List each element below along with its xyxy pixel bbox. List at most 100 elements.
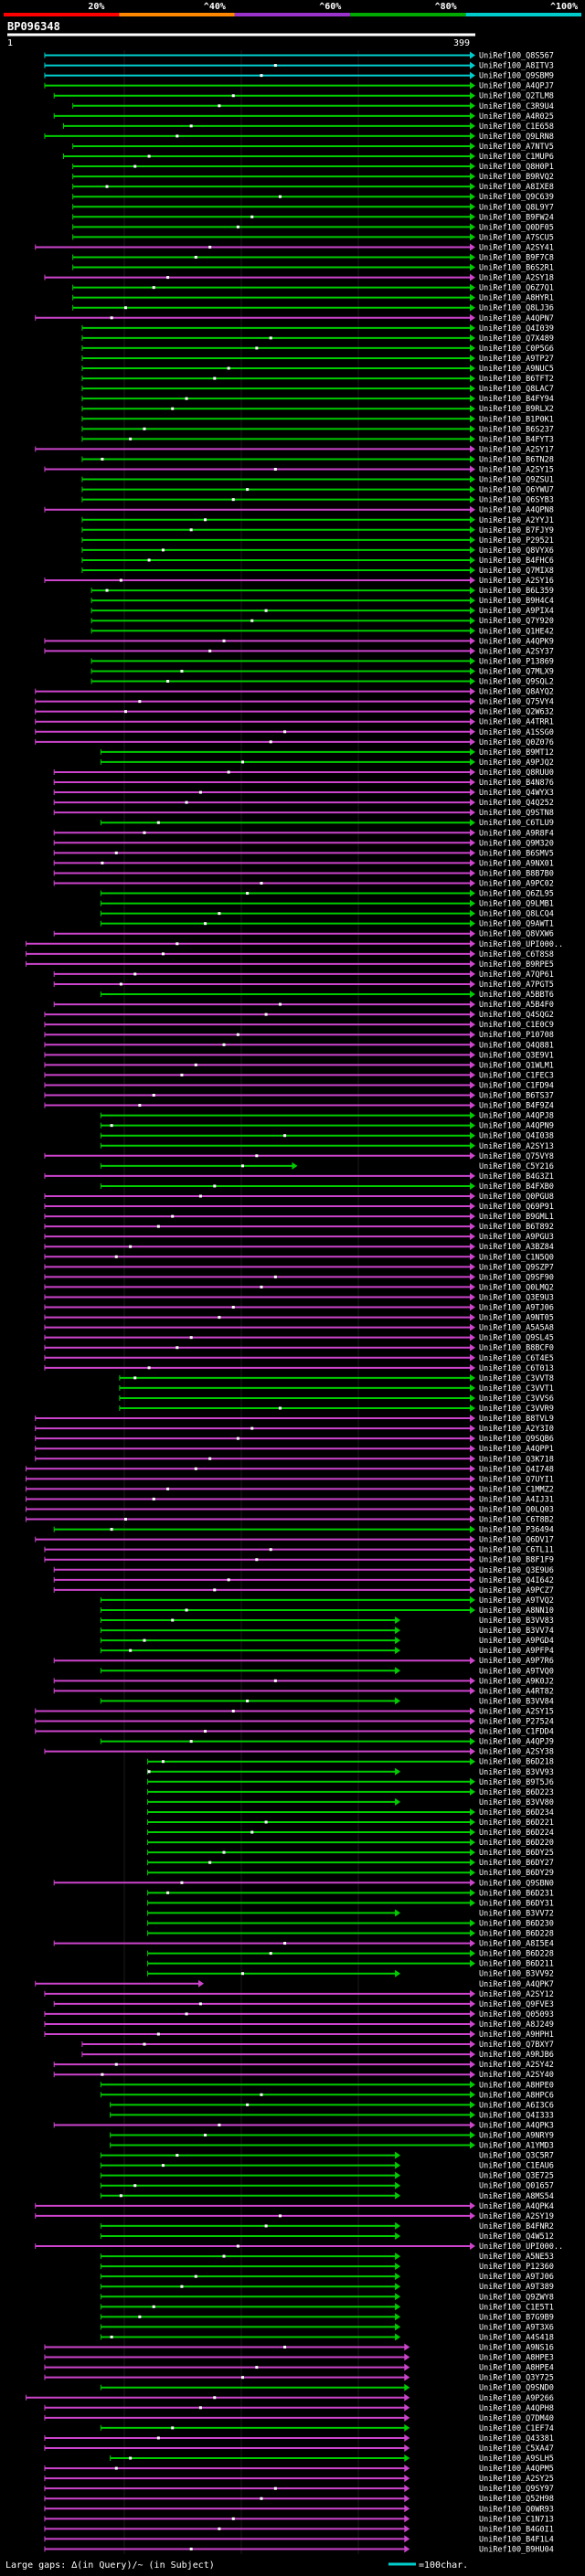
hit-row[interactable]: UniRef100_B3VV80 [147,1797,554,1807]
hit-label[interactable]: UniRef100_A4QPP1 [479,1445,554,1454]
hit-row[interactable]: UniRef100_B4G3Z1 [44,1171,554,1182]
hit-label[interactable]: UniRef100_A9PGU3 [479,1233,554,1242]
hit-row[interactable]: UniRef100_C1EF74 [100,2423,554,2433]
hit-label[interactable]: UniRef100_A5A5A8 [479,1324,554,1333]
hit-label[interactable]: UniRef100_A9P7R6 [479,1657,554,1666]
hit-row[interactable]: UniRef100_A4QPK7 [35,1979,554,1989]
hit-label[interactable]: UniRef100_Q8L9Y7 [479,203,554,212]
hit-row[interactable]: UniRef100_Q9SZP7 [44,1263,554,1272]
hit-row[interactable]: UniRef100_Q2TLM8 [53,91,554,101]
hit-label[interactable]: UniRef100_Q3E9U6 [479,1566,554,1575]
hit-label[interactable]: UniRef100_P36494 [479,1526,554,1535]
hit-row[interactable]: UniRef100_A5B4F0 [53,1001,554,1010]
hit-label[interactable]: UniRef100_Q8S567 [479,52,554,61]
hit-label[interactable]: UniRef100_B6DY27 [479,1859,554,1868]
hit-label[interactable]: UniRef100_Q4SQG2 [479,1011,554,1020]
hit-row[interactable]: UniRef100_A9PIX4 [90,607,554,616]
hit-label[interactable]: UniRef100_Q9AWT1 [479,920,554,929]
hit-label[interactable]: UniRef100_A2SY25 [479,2475,554,2484]
hit-row[interactable]: UniRef100_A7NTV5 [72,142,554,152]
hit-label[interactable]: UniRef100_A8ITV3 [479,62,554,71]
hit-row[interactable]: UniRef100_A9TVQ0 [100,1667,554,1676]
hit-row[interactable]: UniRef100_A7QP61 [53,970,554,980]
hit-label[interactable]: UniRef100_Q0LQ03 [479,1505,554,1514]
hit-label[interactable]: UniRef100_A2SY42 [479,2061,554,2070]
hit-label[interactable]: UniRef100_Q8RUU0 [479,769,554,778]
hit-row[interactable]: UniRef100_B9GML1 [44,1213,554,1222]
hit-row[interactable]: UniRef100_P29521 [81,535,554,546]
hit-row[interactable]: UniRef100_C1N713 [44,2515,554,2524]
hit-row[interactable]: UniRef100_A5A5A8 [44,1323,554,1333]
hit-row[interactable]: UniRef100_A8ITV3 [44,61,554,71]
hit-label[interactable]: UniRef100_A9PFP4 [479,1647,554,1656]
hit-label[interactable]: UniRef100_Q4I039 [479,324,554,334]
hit-row[interactable]: UniRef100_C6T8B2 [25,1515,554,1525]
hit-row[interactable]: UniRef100_Q8S567 [44,51,554,61]
hit-label[interactable]: UniRef100_B6D221 [479,1818,554,1828]
hit-label[interactable]: UniRef100_C6T8S8 [479,950,554,959]
hit-label[interactable]: UniRef100_Q9SY97 [479,2485,554,2494]
hit-label[interactable]: UniRef100_Q9SBM9 [479,72,554,81]
hit-label[interactable]: UniRef100_C1FD94 [479,1081,554,1090]
hit-label[interactable]: UniRef100_C5Y216 [479,1162,554,1171]
hit-label[interactable]: UniRef100_Q8LCQ4 [479,910,554,919]
hit-label[interactable]: UniRef100_B9HU04 [479,2545,554,2554]
hit-label[interactable]: UniRef100_B6T892 [479,1223,554,1232]
hit-row[interactable]: UniRef100_B4FYT3 [81,435,554,444]
hit-row[interactable]: UniRef100_A2SY16 [44,577,554,586]
hit-label[interactable]: UniRef100_B6D223 [479,1788,554,1797]
hit-row[interactable]: UniRef100_Q8VXW6 [53,929,554,939]
hit-row[interactable]: UniRef100_A9R8F4 [53,829,554,838]
hit-label[interactable]: UniRef100_Q6YWU7 [479,486,554,495]
hit-row[interactable]: UniRef100_A9NRY9 [110,2131,554,2140]
hit-row[interactable]: UniRef100_Q0LQ03 [25,1505,554,1514]
hit-label[interactable]: UniRef100_C1FEC3 [479,1071,554,1080]
hit-label[interactable]: UniRef100_Q7DM40 [479,2414,554,2423]
hit-row[interactable]: UniRef100_B6D230 [147,1919,554,1928]
hit-label[interactable]: UniRef100_A4QPH8 [479,2404,554,2413]
hit-label[interactable]: UniRef100_B3VV84 [479,1697,554,1706]
hit-label[interactable]: UniRef100_Q7X489 [479,334,554,344]
hit-label[interactable]: UniRef100_Q9SZP7 [479,1263,554,1272]
hit-row[interactable]: UniRef100_Q7DM40 [44,2413,554,2423]
hit-row[interactable]: UniRef100_B9T5J6 [147,1777,554,1787]
hit-row[interactable]: UniRef100_A9PGU3 [44,1233,554,1242]
hit-label[interactable]: UniRef100_C6T013 [479,1364,554,1373]
hit-label[interactable]: UniRef100_A2SY17 [479,445,554,454]
hit-label[interactable]: UniRef100_B6DY29 [479,1869,554,1878]
hit-label[interactable]: UniRef100_C1E5T1 [479,2303,554,2312]
hit-label[interactable]: UniRef100_A4QPK9 [479,637,554,646]
hit-row[interactable]: UniRef100_A9PFP4 [100,1647,554,1656]
hit-label[interactable]: UniRef100_A5BBT6 [479,991,554,1000]
hit-row[interactable]: UniRef100_Q3E9U6 [53,1565,554,1575]
hit-row[interactable]: UniRef100_C3VVR9 [119,1405,554,1414]
hit-label[interactable]: UniRef100_A8HPE3 [479,2354,554,2363]
hit-row[interactable]: UniRef100_B3VV83 [100,1617,554,1626]
hit-row[interactable]: UniRef100_Q0WR93 [44,2505,554,2514]
hit-row[interactable]: UniRef100_C1MUP6 [62,153,554,162]
hit-row[interactable]: UniRef100_Q8AYQ2 [35,687,554,697]
hit-row[interactable]: UniRef100_B6DY27 [147,1859,554,1868]
hit-label[interactable]: UniRef100_A9TJ06 [479,2273,554,2282]
hit-row[interactable]: UniRef100_Q4I038 [100,1131,554,1141]
hit-label[interactable]: UniRef100_B6D228 [479,1950,554,1959]
hit-row[interactable]: UniRef100_UPI000.. [25,939,563,949]
hit-label[interactable]: UniRef100_Q0PGU8 [479,1193,554,1202]
hit-row[interactable]: UniRef100_A9PCZ7 [53,1585,554,1595]
hit-label[interactable]: UniRef100_C6TLU9 [479,819,554,828]
hit-label[interactable]: UniRef100_A8J249 [479,2020,554,2030]
hit-label[interactable]: UniRef100_Q6ZL95 [479,890,554,899]
hit-label[interactable]: UniRef100_C1MMZ2 [479,1485,554,1494]
hit-row[interactable]: UniRef100_A9HPH1 [44,2030,554,2040]
hit-label[interactable]: UniRef100_P10708 [479,1031,554,1040]
hit-row[interactable]: UniRef100_B6D228 [147,1929,554,1939]
hit-row[interactable]: UniRef100_A8MS54 [100,2191,554,2201]
hit-row[interactable]: UniRef100_C1N5Q0 [44,1253,554,1262]
hit-label[interactable]: UniRef100_Q4I748 [479,1465,554,1474]
hit-label[interactable]: UniRef100_B6TS37 [479,1092,554,1101]
hit-label[interactable]: UniRef100_A1SSG0 [479,728,554,737]
hit-row[interactable]: UniRef100_Q8LJ36 [72,303,554,313]
hit-row[interactable]: UniRef100_A8NN10 [100,1606,554,1616]
hit-row[interactable]: UniRef100_A5BBT6 [100,991,554,1000]
hit-row[interactable]: UniRef100_A4QPP1 [35,1445,554,1454]
